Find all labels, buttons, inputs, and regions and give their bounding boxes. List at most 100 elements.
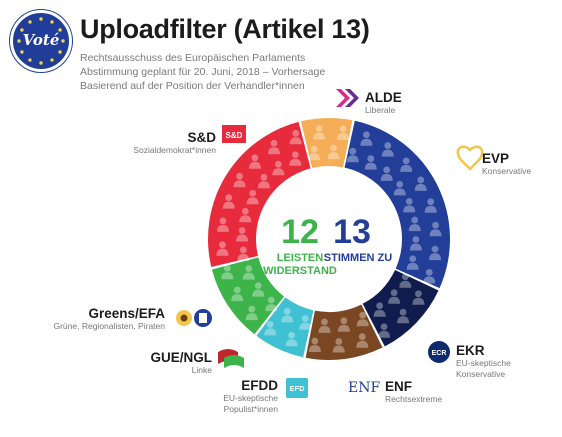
eu-star	[61, 39, 65, 43]
donut-segment-greensefa	[211, 257, 285, 335]
eu-star	[58, 50, 62, 54]
seat-person-icon	[216, 241, 229, 256]
seat-person-icon	[360, 131, 373, 146]
party-efdd-desc-1: EU-skeptische	[223, 393, 278, 403]
seat-person-icon	[231, 286, 244, 302]
seat-person-icon	[406, 255, 419, 270]
vote-logo: Voté	[10, 10, 72, 72]
party-efdd-name: EFDD	[241, 378, 278, 393]
party-alde-desc: Liberale	[365, 105, 396, 115]
seat-person-icon	[397, 308, 410, 324]
seat-person-icon	[237, 246, 250, 261]
party-gue-name: GUE/NGL	[150, 350, 212, 365]
eu-star	[17, 39, 21, 43]
seat-person-icon	[332, 338, 345, 353]
eu-star	[58, 28, 62, 32]
party-gue: GUE/NGL Linke	[150, 350, 212, 376]
seat-person-icon	[252, 282, 265, 297]
party-efdd: EFDD EU-skeptische Populist*innen	[223, 378, 278, 415]
eu-star	[20, 50, 24, 54]
party-evp: EVP Konservative	[482, 151, 531, 177]
svg-text:ECR: ECR	[432, 350, 447, 357]
seat-person-icon	[308, 145, 321, 161]
seat-person-icon	[414, 176, 427, 191]
seat-person-icon	[242, 265, 255, 280]
svg-text:EFD: EFD	[290, 384, 306, 393]
seat-person-icon	[289, 129, 302, 145]
seat-person-icon	[264, 321, 277, 336]
enf-logo-icon: ENF	[348, 380, 380, 396]
greens-sunflower-icon	[176, 310, 192, 326]
party-sd-desc: Sozialdemokrat*innen	[133, 145, 216, 155]
svg-text:S&D: S&D	[226, 131, 243, 140]
against-label-2: WIDERSTAND	[263, 265, 337, 277]
eu-star	[39, 17, 43, 21]
seat-person-icon	[239, 207, 252, 223]
seat-person-icon	[429, 221, 442, 237]
for-count: 13	[333, 213, 371, 251]
seat-person-icon	[299, 315, 312, 330]
eu-star	[28, 58, 32, 62]
donut-segment-enf	[305, 304, 383, 360]
party-ekr-name: EKR	[456, 343, 485, 358]
seat-person-icon	[222, 194, 235, 209]
alde-chevron-icon	[336, 89, 359, 107]
eu-star	[28, 20, 32, 24]
seat-person-icon	[423, 268, 436, 284]
party-gue-desc: Linke	[191, 365, 212, 375]
seat-person-icon	[281, 307, 294, 323]
seat-person-icon	[378, 323, 391, 338]
party-ekr: EKR EU-skeptische Konservative	[456, 343, 511, 380]
seat-person-icon	[409, 236, 422, 251]
party-sd: S&D Sozialdemokrat*innen	[133, 130, 216, 156]
donut-segment-evp	[344, 120, 451, 289]
seat-person-icon	[400, 157, 413, 172]
ekr-logo-icon: ECR	[428, 341, 450, 363]
seat-person-icon	[399, 273, 412, 288]
eu-stars-icon	[17, 17, 65, 65]
seat-person-icon	[308, 337, 321, 353]
seat-person-icon	[221, 264, 234, 280]
seat-person-icon	[313, 125, 326, 140]
seat-person-icon	[327, 144, 340, 160]
seat-person-icon	[257, 173, 270, 189]
seat-person-icon	[356, 333, 369, 348]
seat-person-icon	[373, 302, 386, 317]
party-alde: ALDE Liberale	[365, 90, 402, 116]
against-label-1: LEISTEN	[277, 252, 324, 264]
seat-person-icon	[356, 311, 369, 327]
seat-person-icon	[364, 155, 377, 170]
seat-person-icon	[424, 198, 437, 213]
gue-flag-icon	[218, 349, 244, 368]
greens-pirate-icon	[194, 309, 212, 327]
eu-star	[39, 61, 43, 65]
party-greens-desc: Grüne, Regionalisten, Piraten	[53, 321, 165, 331]
seat-person-icon	[346, 147, 359, 163]
efdd-logo-icon: EFD	[286, 378, 308, 398]
seat-person-icon	[318, 318, 331, 333]
subtitle-vote-date: Abstimmung geplant für 20. Juni, 2018 – …	[80, 66, 326, 78]
logo-text: Voté	[22, 31, 60, 49]
party-enf: ENF Rechtsextreme	[385, 379, 442, 405]
party-ekr-desc-1: EU-skeptische	[456, 358, 511, 368]
page-title: Uploadfilter (Artikel 13)	[80, 14, 370, 44]
donut-segment-ekr	[362, 270, 439, 347]
seat-person-icon	[337, 317, 350, 332]
seat-person-icon	[388, 289, 401, 304]
seat-person-icon	[248, 154, 261, 169]
party-greens-name: Greens/EFA	[88, 306, 165, 321]
party-evp-name: EVP	[482, 151, 510, 166]
party-ekr-desc-2: Konservative	[456, 369, 506, 379]
seat-person-icon	[403, 197, 416, 213]
seat-person-icon	[393, 180, 406, 196]
seat-person-icon	[233, 172, 246, 188]
subtitle-basis: Basierend auf der Position der Verhandle…	[80, 80, 305, 92]
party-sd-name: S&D	[187, 130, 216, 145]
party-enf-name: ENF	[385, 379, 412, 394]
donut-segment-sd	[208, 121, 311, 268]
eu-star	[50, 58, 54, 62]
donut-segment-efdd	[256, 297, 314, 358]
seat-person-icon	[236, 227, 249, 242]
seat-person-icon	[265, 296, 278, 312]
